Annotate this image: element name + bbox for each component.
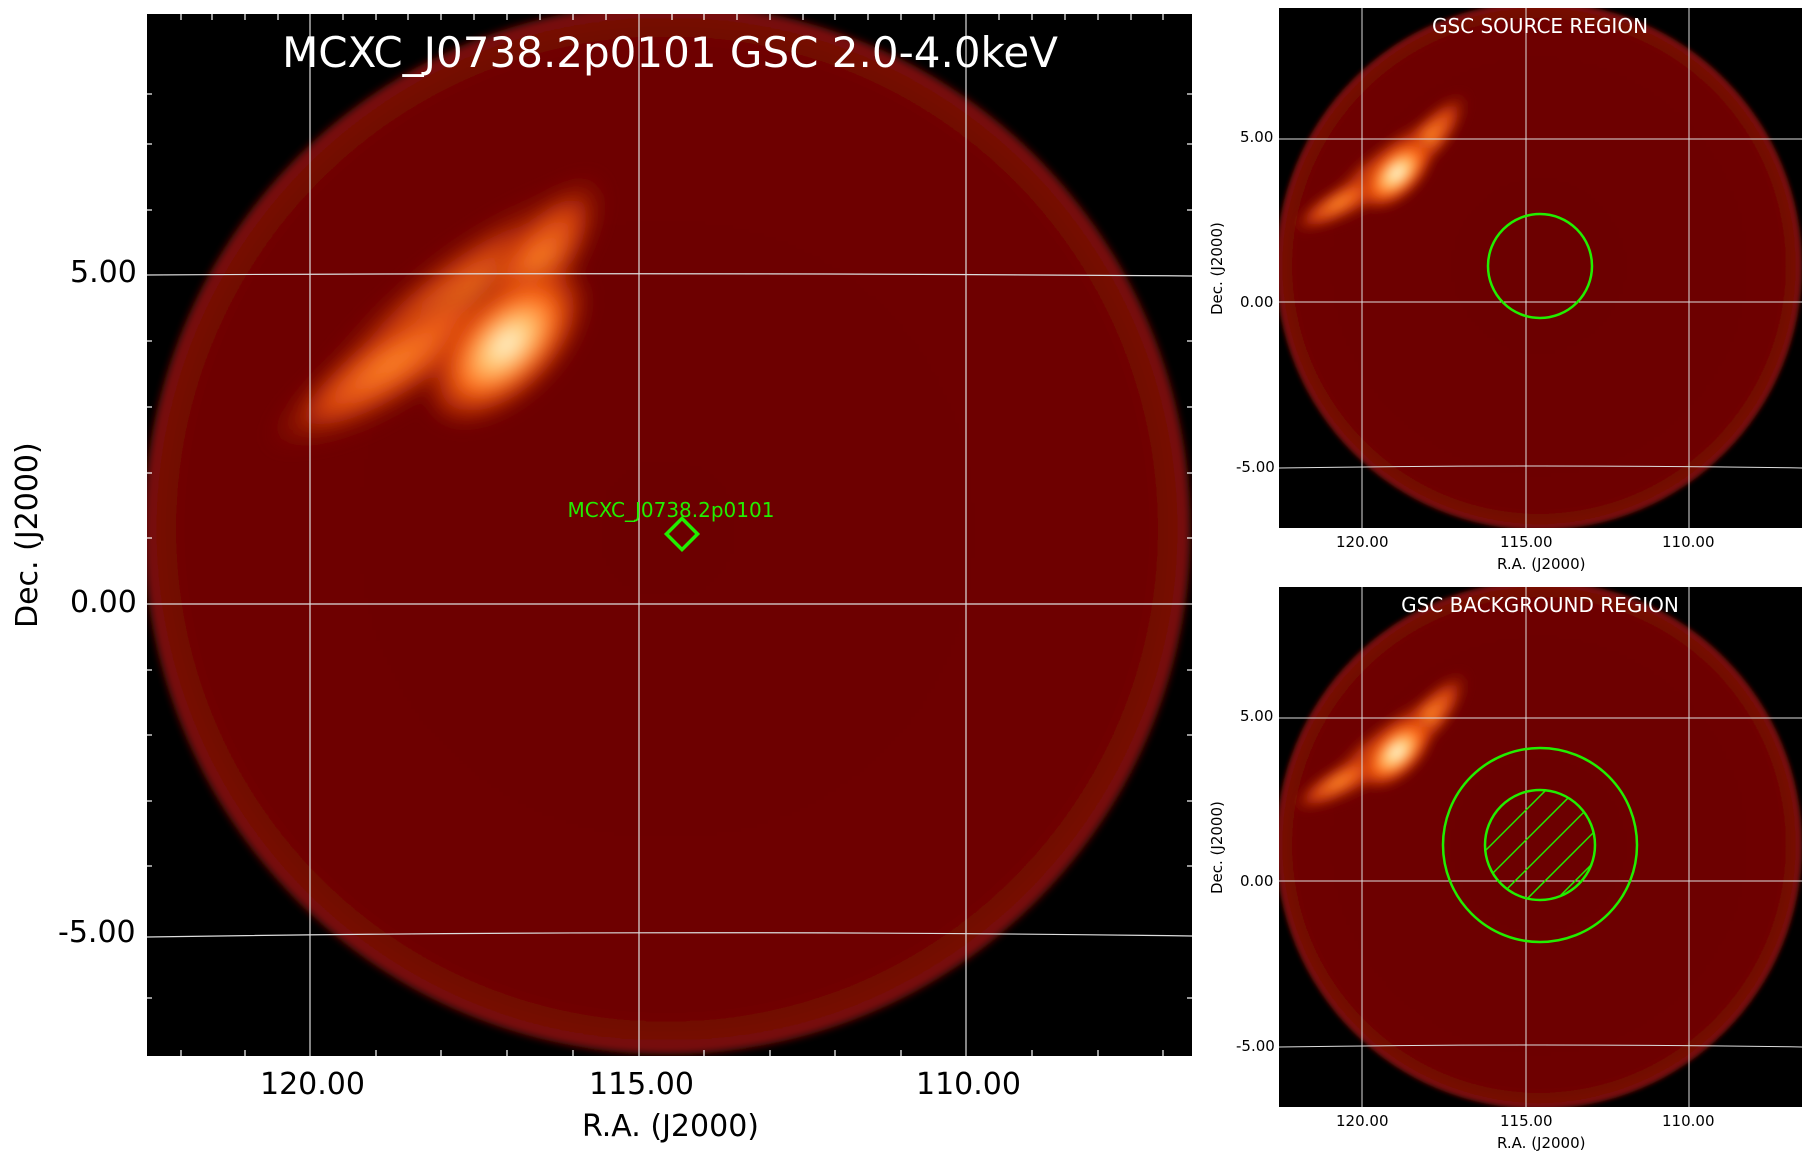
main-x-tick-115: 115.00 (589, 1067, 694, 1102)
background-inner-circle (1483, 788, 1597, 902)
source-marker-label: MCXC_J0738.2p0101 (568, 498, 775, 522)
main-image-svg: MCXC_J0738.2p0101 (147, 14, 1192, 1056)
background-y-tick-5: 5.00 (1240, 707, 1274, 725)
main-y-tick-5: 5.00 (70, 255, 137, 290)
background-y-tick-0: 0.00 (1240, 872, 1274, 890)
bright-emission-region (1290, 90, 1471, 235)
main-y-axis-label: Dec. (J2000) (10, 442, 45, 628)
source-x-axis-label: R.A. (J2000) (1497, 555, 1586, 573)
source-position-marker (663, 515, 701, 553)
bright-emission-region (264, 171, 609, 452)
background-x-tick-115: 115.00 (1500, 1112, 1553, 1130)
background-image-svg (1279, 587, 1802, 1107)
main-x-tick-110: 110.00 (916, 1067, 1021, 1102)
background-x-tick-120: 120.00 (1336, 1112, 1389, 1130)
source-y-tick-5: 5.00 (1240, 128, 1274, 146)
source-x-tick-120: 120.00 (1336, 533, 1389, 551)
background-x-tick-110: 110.00 (1662, 1112, 1715, 1130)
source-region-circle (1486, 212, 1594, 320)
source-region-image: GSC SOURCE REGION (1279, 8, 1802, 528)
bright-emission-region (1290, 669, 1471, 814)
source-image-svg (1279, 8, 1802, 528)
source-x-tick-110: 110.00 (1662, 533, 1715, 551)
main-y-tick-0: 0.00 (70, 585, 137, 620)
coordinate-grid (147, 14, 1192, 1056)
background-panel-title: GSC BACKGROUND REGION (1401, 593, 1679, 617)
field-of-view-disc (1279, 587, 1802, 1107)
source-y-tick-0: 0.00 (1240, 293, 1274, 311)
coordinate-grid (1279, 587, 1802, 1107)
main-x-tick-120: 120.00 (260, 1067, 365, 1102)
background-y-tick-neg5: -5.00 (1236, 1037, 1275, 1055)
main-sky-image: MCXC_J0738.2p0101 MCXC_J0738.2p0101 GSC … (147, 14, 1192, 1056)
field-of-view-disc (1279, 8, 1802, 528)
background-outer-circle (1441, 746, 1639, 944)
background-x-axis-label: R.A. (J2000) (1497, 1134, 1586, 1152)
background-region-image: GSC BACKGROUND REGION (1279, 587, 1802, 1107)
main-panel-title: MCXC_J0738.2p0101 GSC 2.0-4.0keV (282, 28, 1058, 77)
coordinate-grid (1279, 8, 1802, 528)
main-x-axis-label: R.A. (J2000) (582, 1109, 759, 1144)
background-y-axis-label: Dec. (J2000) (1208, 801, 1226, 894)
main-y-tick-neg5: -5.00 (58, 915, 136, 950)
frame-ticks (147, 14, 1192, 1056)
source-y-axis-label: Dec. (J2000) (1208, 222, 1226, 315)
source-x-tick-115: 115.00 (1500, 533, 1553, 551)
source-y-tick-neg5: -5.00 (1236, 458, 1275, 476)
source-panel-title: GSC SOURCE REGION (1431, 14, 1649, 38)
